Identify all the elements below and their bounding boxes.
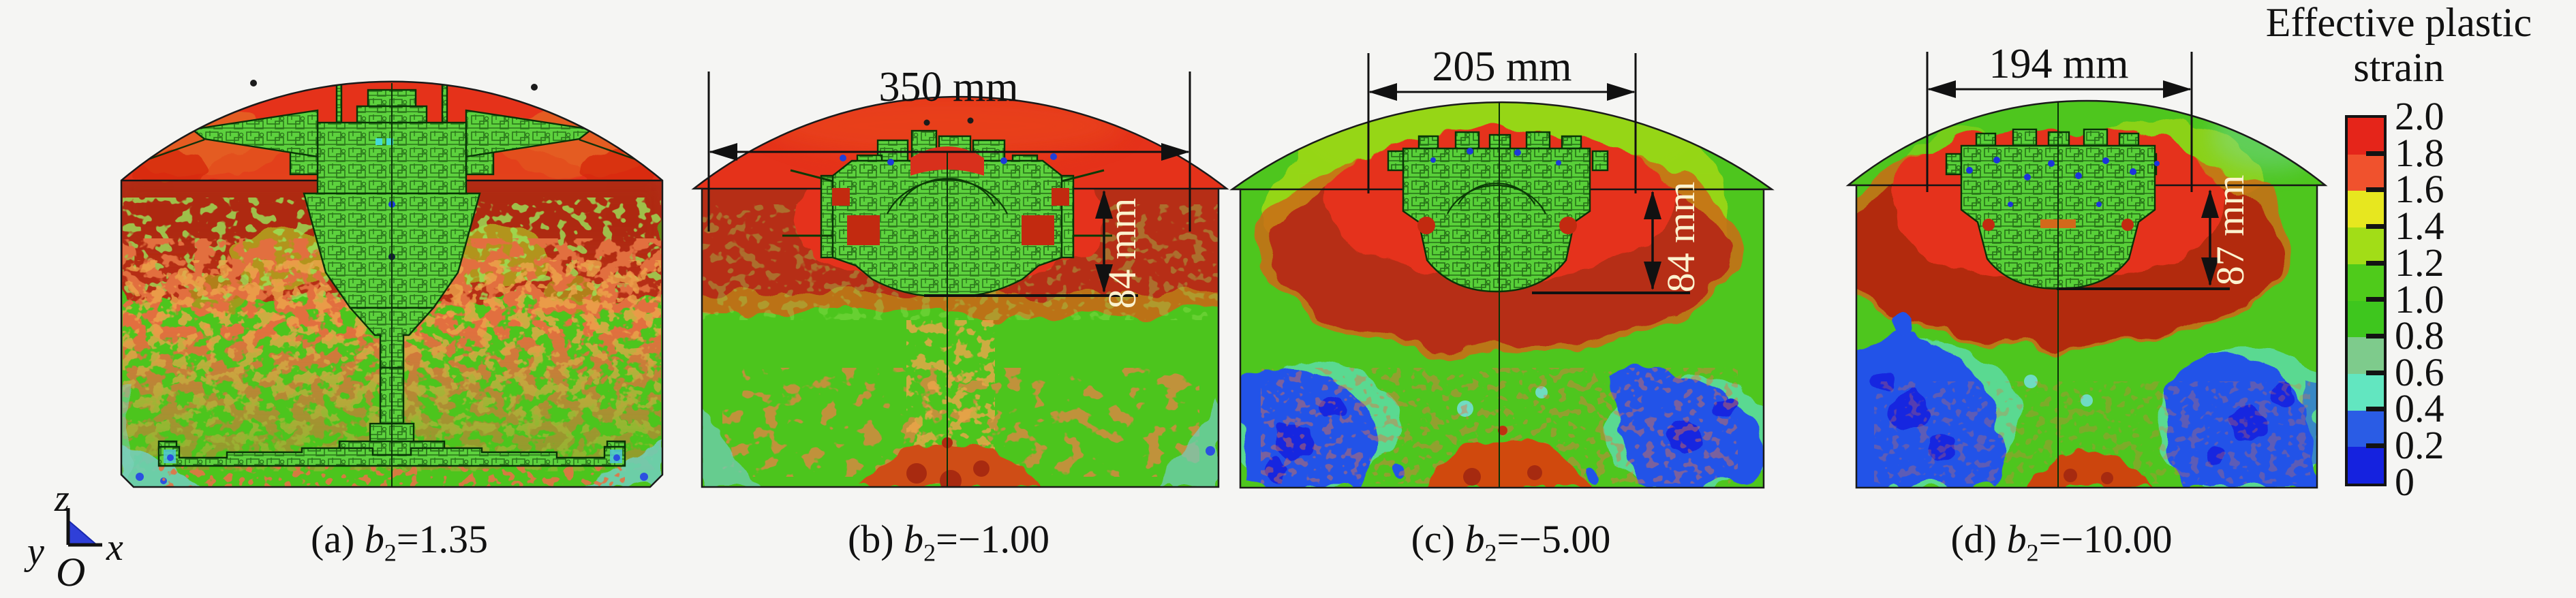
panel-d-bottom-mound xyxy=(2025,452,2152,488)
colorbar-tick-label: 1.4 xyxy=(2395,204,2444,248)
colorbar-tick-label: 0.4 xyxy=(2395,386,2444,430)
dimension-194mm xyxy=(1926,52,2193,192)
panel-d-contour xyxy=(1845,99,2328,489)
colorbar-segment xyxy=(2348,264,2384,301)
panel-b-bottom-teal xyxy=(702,402,1218,487)
panel-caption-a: (a) b2=1.35 xyxy=(311,516,488,573)
panel-a-debris-dot xyxy=(250,80,257,86)
colorbar-segment xyxy=(2348,337,2384,374)
panel-caption-c: (c) b2=−5.00 xyxy=(1411,516,1611,573)
colorbar-tick-label: 1.2 xyxy=(2395,240,2444,285)
x-axis-label: x xyxy=(106,526,123,569)
panel-a-mechanism xyxy=(157,81,626,467)
colorbar-tickmark xyxy=(2366,151,2384,156)
colorbar-tick-label: 2.0 xyxy=(2395,94,2444,138)
caption-subscript: 2 xyxy=(384,539,397,567)
caption-symbol: b xyxy=(1465,517,1485,561)
width-dimension-label-d: 194 mm xyxy=(1989,41,2129,87)
y-axis-label: y xyxy=(27,531,44,573)
legend-title: Effective plastic strain xyxy=(2228,0,2569,90)
dimension-84mm-b: 84 mm xyxy=(924,190,1144,309)
caption-value: =−5.00 xyxy=(1497,517,1611,561)
colorbar-tick-label: 1.0 xyxy=(2395,277,2444,321)
panel-c-outline xyxy=(1229,101,1775,489)
caption-symbol: b xyxy=(2006,517,2027,561)
colorbar-tick-label: 1.8 xyxy=(2395,131,2444,175)
dimension-84mm-c: 84 mm xyxy=(1532,182,1703,294)
colorbar-segment xyxy=(2348,118,2384,155)
colorbar-segment xyxy=(2348,373,2384,411)
colorbar-segment xyxy=(2348,447,2384,484)
legend-title-line2: strain xyxy=(2353,45,2444,90)
colorbar-segment xyxy=(2348,300,2384,338)
panel-b-contour xyxy=(691,95,1229,488)
caption-index: (a) xyxy=(310,517,365,561)
panel-d-outline xyxy=(1845,99,2328,489)
colorbar-segment xyxy=(2348,191,2384,228)
panel-caption-b: (b) b2=−1.00 xyxy=(848,516,1049,573)
colorbar-segment xyxy=(2348,154,2384,191)
panel-b-mech-whiskers xyxy=(782,169,1112,237)
caption-value: =−1.00 xyxy=(936,517,1050,561)
colorbar-tickmark xyxy=(2366,224,2384,229)
colorbar-tickmark xyxy=(2366,187,2384,192)
caption-value: =1.35 xyxy=(396,517,489,561)
colorbar-tick-label: 0.2 xyxy=(2395,423,2444,467)
colorbar-tickmark xyxy=(2366,334,2384,339)
colorbar-tickmark xyxy=(2366,261,2384,266)
panel-c-bottom-mound xyxy=(1422,426,1591,488)
axes-triad xyxy=(66,508,102,547)
colorbar-segment xyxy=(2348,227,2384,264)
dimension-205mm xyxy=(1367,53,1637,193)
colorbar-tick-label: 0.8 xyxy=(2395,313,2444,358)
caption-symbol: b xyxy=(364,517,384,561)
colorbar-segment xyxy=(2348,410,2384,447)
panel-caption-d: (d) b2=−10.00 xyxy=(1950,516,2172,573)
colorbar-tickmark xyxy=(2366,371,2384,375)
caption-index: (c) xyxy=(1411,517,1465,561)
caption-subscript: 2 xyxy=(923,539,936,567)
z-axis-label: z xyxy=(55,477,70,520)
caption-index: (b) xyxy=(847,517,904,561)
depth-dimension-label-b: 84 mm xyxy=(1100,198,1144,309)
panel-a-contour xyxy=(120,80,664,488)
width-dimension-label-c: 205 mm xyxy=(1432,44,1572,90)
dimension-87mm-d: 87 mm xyxy=(2057,175,2252,290)
caption-symbol: b xyxy=(904,517,924,561)
panel-d-mech-blue-specks xyxy=(1966,157,2160,207)
panel-a-debris-dot xyxy=(531,84,538,91)
depth-dimension-label-c: 84 mm xyxy=(1659,182,1703,293)
panel-a-outline xyxy=(120,80,664,488)
colorbar-tick-label: 1.6 xyxy=(2395,167,2444,211)
caption-subscript: 2 xyxy=(1484,539,1497,567)
width-dimension-label-b: 350 mm xyxy=(879,64,1019,110)
colorbar-tickmark xyxy=(2366,297,2384,302)
depth-dimension-label-d: 87 mm xyxy=(2208,175,2252,286)
colorbar xyxy=(2345,115,2387,486)
colorbar-tickmark xyxy=(2366,407,2384,411)
origin-label: O xyxy=(56,550,86,595)
panel-c-contour xyxy=(1229,101,1775,489)
legend-title-line1: Effective plastic xyxy=(2265,0,2532,45)
colorbar-tick-label: 0.6 xyxy=(2395,350,2444,394)
colorbar-tick-label: 0 xyxy=(2395,460,2414,504)
dimension-350mm xyxy=(707,72,1191,232)
caption-value: =−10.00 xyxy=(2038,517,2173,561)
colorbar-tickmark xyxy=(2366,443,2384,448)
caption-index: (d) xyxy=(1950,517,2007,561)
panel-c-mechanism xyxy=(1387,131,1609,293)
caption-subscript: 2 xyxy=(2026,539,2039,567)
